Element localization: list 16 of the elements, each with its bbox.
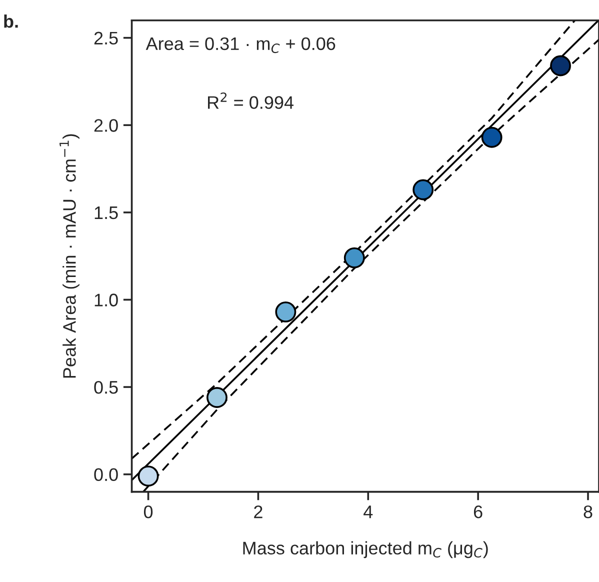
y-tick-label: 1.5	[94, 206, 118, 220]
x-tick-label: 0	[144, 505, 153, 518]
y-tick-label: 1.0	[94, 294, 118, 306]
y-tick-label: 0.5	[94, 380, 118, 394]
text: b.	[4, 14, 18, 28]
x-tick-label: 6	[474, 505, 482, 518]
y-axis-title: Peak Area (min · mAU · cm$^{−1}$)	[60, 134, 80, 378]
y-tick-label: 0.0	[94, 468, 118, 482]
x-tick-label: 2	[254, 505, 262, 518]
x-axis-title: Mass carbon injected m$_{C}$ (μg$_{C}$)	[243, 541, 488, 558]
annotation: Area = 0.31 · m$_{C}$ + 0.06	[146, 37, 336, 54]
x-tick-label: 4	[364, 506, 373, 518]
y-tick-label: 2.0	[94, 119, 118, 132]
annotation: R$^{2}$ = 0.994	[208, 92, 294, 109]
y-tick-label: 2.5	[94, 32, 118, 45]
x-tick-label: 8	[584, 505, 592, 518]
